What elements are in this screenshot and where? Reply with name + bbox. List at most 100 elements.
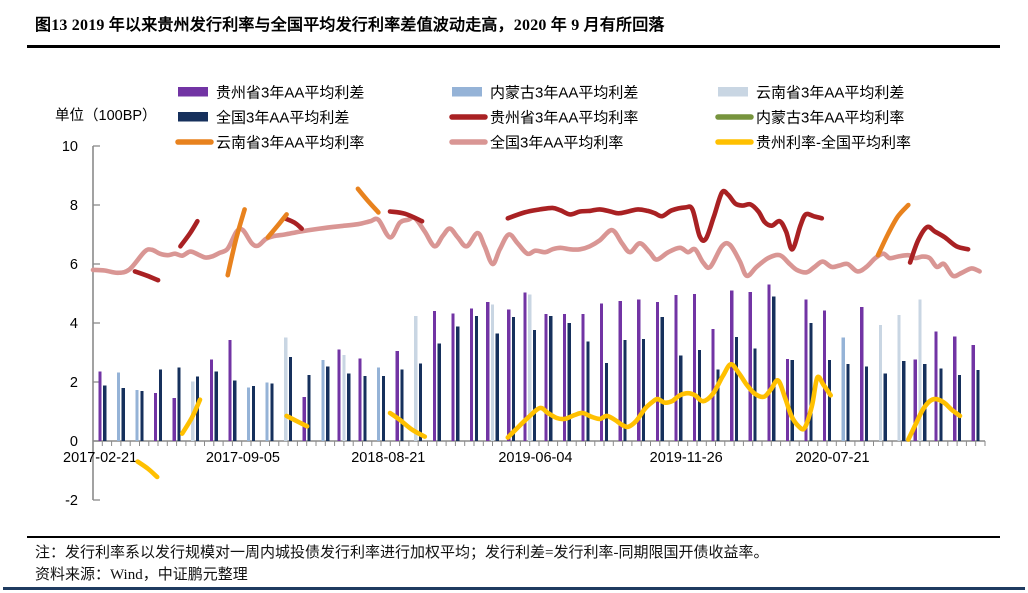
bar-neimenggu_spread (247, 387, 251, 441)
y-tick-label: 2 (70, 375, 78, 391)
legend-swatch-yunnan_spread (718, 87, 748, 97)
bar-national_spread (363, 376, 367, 441)
bar-neimenggu_spread (321, 359, 325, 441)
legend-item: 贵州利率-全国平均利率 (715, 134, 911, 152)
legend-swatch-neimenggu_spread (452, 87, 482, 97)
bar-guizhou_spread (395, 351, 399, 441)
bar-national_spread (400, 369, 404, 441)
bar-guizhou_spread (674, 295, 678, 441)
bar-national_spread (790, 359, 794, 441)
bar-guizhou_spread (470, 308, 474, 442)
bar-national_spread (121, 388, 125, 441)
legend-item: 贵州省3年AA平均利差 (178, 85, 364, 102)
line-guizhou_rate (132, 269, 161, 283)
bar-national_spread (419, 363, 423, 441)
line-diff (906, 396, 963, 442)
bar-national_spread (846, 364, 850, 441)
bar-national_spread (437, 343, 441, 441)
bar-guizhou_spread (804, 299, 808, 441)
x-tick-label: 2017-02-21 (63, 450, 137, 466)
legend-label: 贵州利率-全国平均利率 (756, 134, 911, 152)
bar-yunnan_spread (284, 337, 288, 441)
legend-item: 全国3年AA平均利率 (449, 134, 623, 152)
bar-yunnan_spread (528, 294, 532, 441)
bar-guizhou_spread (823, 310, 827, 441)
bar-national_spread (288, 357, 293, 441)
chart-area: 10 8 6 4 2 0 -2 2017-02-21 2017-09-05 2018-08-21 2… (0, 60, 1028, 530)
line-yunnan_rate (225, 207, 247, 278)
bar-guizhou_spread (98, 371, 102, 441)
line-guizhou_rate (178, 218, 200, 249)
bar-national_spread (532, 330, 537, 441)
bar-national_spread (474, 315, 478, 441)
bar-national_spread (347, 373, 351, 441)
bar-national_spread (567, 323, 571, 441)
bar-national_spread (939, 368, 943, 441)
x-tick-label: 2019-06-04 (498, 450, 572, 466)
bar-yunnan_spread (490, 304, 495, 441)
bar-national_spread (957, 374, 962, 441)
x-tick-label: 2017-09-05 (206, 450, 280, 466)
bar-national_spread (270, 383, 274, 441)
line-diff (179, 397, 203, 436)
x-tick-label: 2020-07-21 (795, 450, 869, 466)
bar-national_spread (495, 333, 499, 441)
bar-yunnan_spread (878, 325, 882, 441)
bar-guizhou_spread (432, 311, 436, 441)
legend-label: 内蒙古3年AA平均利差 (490, 85, 638, 102)
line-guizhou_rate (907, 224, 971, 265)
bar-national_spread (158, 369, 162, 441)
y-tick-label: 4 (70, 316, 78, 332)
bar-guizhou_spread (523, 292, 527, 441)
bar-yunnan_spread (414, 315, 418, 441)
bar-yunnan_spread (897, 315, 901, 441)
bar-national_spread (679, 355, 683, 441)
bar-guizhou_spread (913, 359, 917, 441)
bar-national_spread (214, 371, 218, 441)
legend-label: 贵州省3年AA平均利差 (216, 85, 364, 102)
bar-national_spread (456, 326, 460, 441)
bar-national_spread (697, 350, 701, 441)
bar-national_spread (549, 315, 553, 441)
bar-guizhou_spread (953, 336, 957, 441)
legend-label: 云南省3年AA平均利差 (756, 85, 904, 102)
bar-national_spread (883, 373, 887, 441)
line-diff (505, 362, 833, 440)
bar-guizhou_spread (971, 345, 975, 441)
y-tick-label: 10 (62, 139, 78, 155)
legend-item: 云南省3年AA平均利差 (718, 85, 904, 102)
bar-national_spread (923, 364, 927, 441)
legend-item: 云南省3年AA平均利率 (175, 135, 364, 152)
bar-national_spread (809, 323, 813, 441)
bar-guizhou_spread (860, 306, 864, 441)
bar-guizhou_spread (172, 398, 176, 441)
bar-national_spread (865, 366, 869, 441)
bar-national_spread (177, 367, 181, 442)
bar-guizhou_spread (154, 393, 158, 441)
bar-national_spread (233, 380, 237, 441)
bar-guizhou_spread (767, 284, 771, 441)
legend-item: 贵州省3年AA平均利率 (449, 110, 638, 127)
y-tick-label: -2 (65, 493, 78, 509)
legend-swatch-guizhou_spread (178, 87, 208, 97)
line-yunnan_rate (355, 186, 381, 215)
bar-yunnan_spread (342, 354, 346, 441)
bar-national_spread (772, 296, 776, 441)
note-methodology: 注：发行利率系以发行规模对一周内城投债发行利率进行加权平均；发行利差=发行利率-… (35, 545, 769, 561)
bar-national_spread (511, 317, 516, 441)
line-diff (387, 410, 428, 439)
bar-neimenggu_spread (116, 372, 121, 441)
bar-guizhou_spread (581, 314, 585, 441)
bar-national_spread (140, 391, 144, 441)
axis-unit-label: 单位（100BP） (55, 107, 157, 124)
bar-national_spread (604, 363, 608, 441)
x-tick-label: 2018-08-21 (351, 450, 425, 466)
y-tick-label: 0 (70, 434, 78, 450)
note-source: 资料来源：Wind，中证鹏元整理 (35, 567, 248, 583)
bar-national_spread (103, 385, 107, 441)
line-diff (135, 459, 160, 480)
line-guizhou_rate (282, 216, 304, 231)
bar-guizhou_spread (600, 303, 604, 441)
bar-neimenggu_spread (265, 382, 269, 441)
legend-label: 云南省3年AA平均利率 (216, 135, 364, 152)
